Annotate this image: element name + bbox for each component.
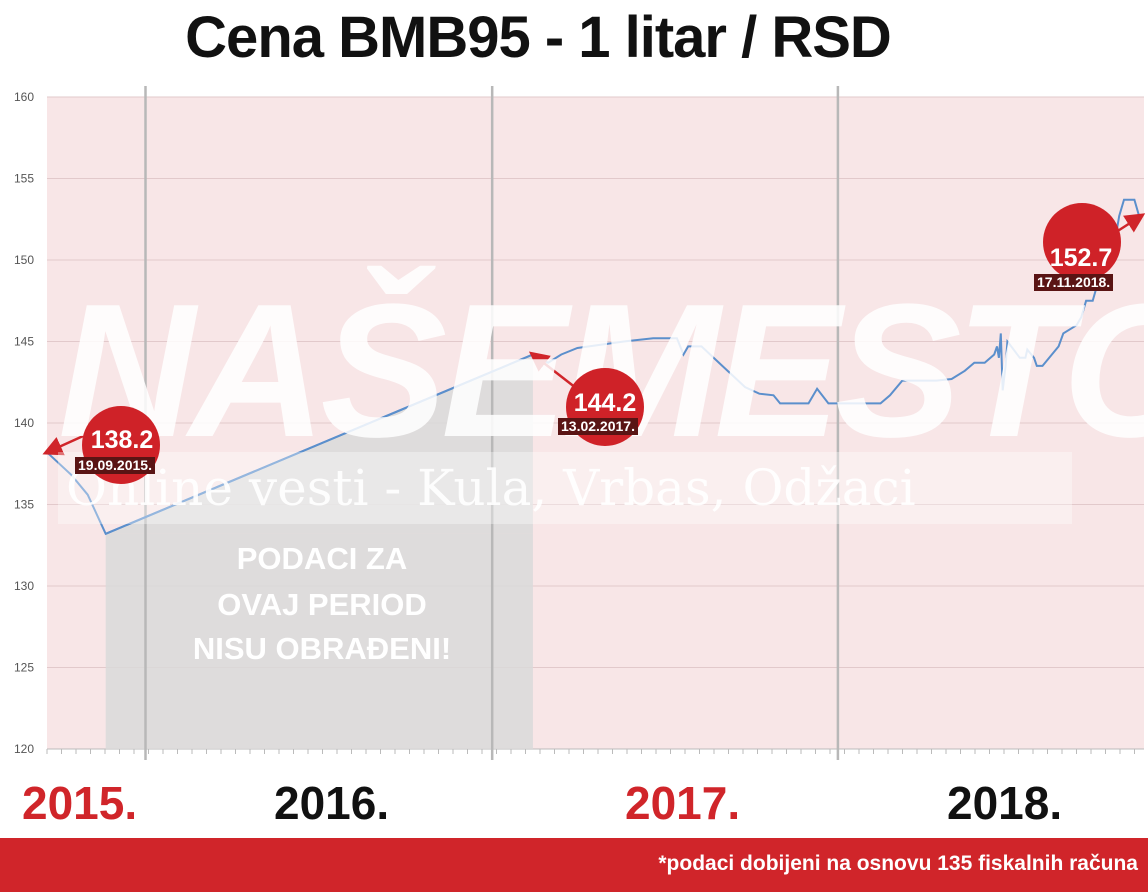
year-label-2017: 2017. bbox=[625, 777, 741, 829]
callout-value-start: 138.2 bbox=[90, 426, 154, 454]
y-tick-label: 120 bbox=[14, 742, 34, 756]
no-data-notice-line-2: OVAJ PERIOD bbox=[217, 587, 427, 622]
year-label-2016: 2016. bbox=[274, 777, 390, 829]
y-tick-label: 140 bbox=[14, 416, 34, 430]
year-label-2018: 2018. bbox=[947, 777, 1063, 829]
callout-arrow bbox=[528, 351, 577, 389]
gridlines bbox=[47, 96, 1144, 750]
no-data-shade bbox=[105, 533, 533, 749]
callout-date-end: 17.11.2018. bbox=[1034, 274, 1114, 291]
callout-value-mid: 144.2 bbox=[573, 389, 637, 417]
footer-bar: *podaci dobijeni na osnovu 135 fiskalnih… bbox=[0, 838, 1148, 892]
no-data-notice-line-3: NISU OBRAĐENI! bbox=[192, 631, 452, 666]
watermark-tagline: Online vesti - Kula, Vrbas, Odžaci bbox=[58, 452, 1072, 524]
callout-bubble-end bbox=[1043, 203, 1121, 281]
y-tick-label: 135 bbox=[14, 498, 34, 512]
y-tick-label: 125 bbox=[14, 661, 34, 675]
footer-note: *podaci dobijeni na osnovu 135 fiskalnih… bbox=[658, 852, 1138, 875]
callout-value-end: 152.7 bbox=[1049, 244, 1113, 272]
y-tick-label: 150 bbox=[14, 253, 34, 267]
chart-title: Cena BMB95 - 1 litar / RSD bbox=[185, 5, 892, 70]
year-label-2015: 2015. bbox=[22, 777, 138, 829]
y-tick-label: 130 bbox=[14, 579, 34, 593]
callout-date-start: 19.09.2015. bbox=[75, 457, 155, 474]
no-data-notice-line-1: PODACI ZA bbox=[236, 541, 408, 576]
series-line-price bbox=[46, 198, 1141, 536]
x-axis-minor-ticks bbox=[46, 749, 1135, 754]
callout-date-mid: 13.02.2017. bbox=[558, 418, 638, 435]
y-tick-label: 155 bbox=[14, 172, 34, 186]
y-tick-label: 160 bbox=[14, 90, 34, 104]
y-axis-ticks: 120 125 130 135 140 145 150 155 160 bbox=[14, 90, 34, 756]
y-tick-label: 145 bbox=[14, 335, 34, 349]
